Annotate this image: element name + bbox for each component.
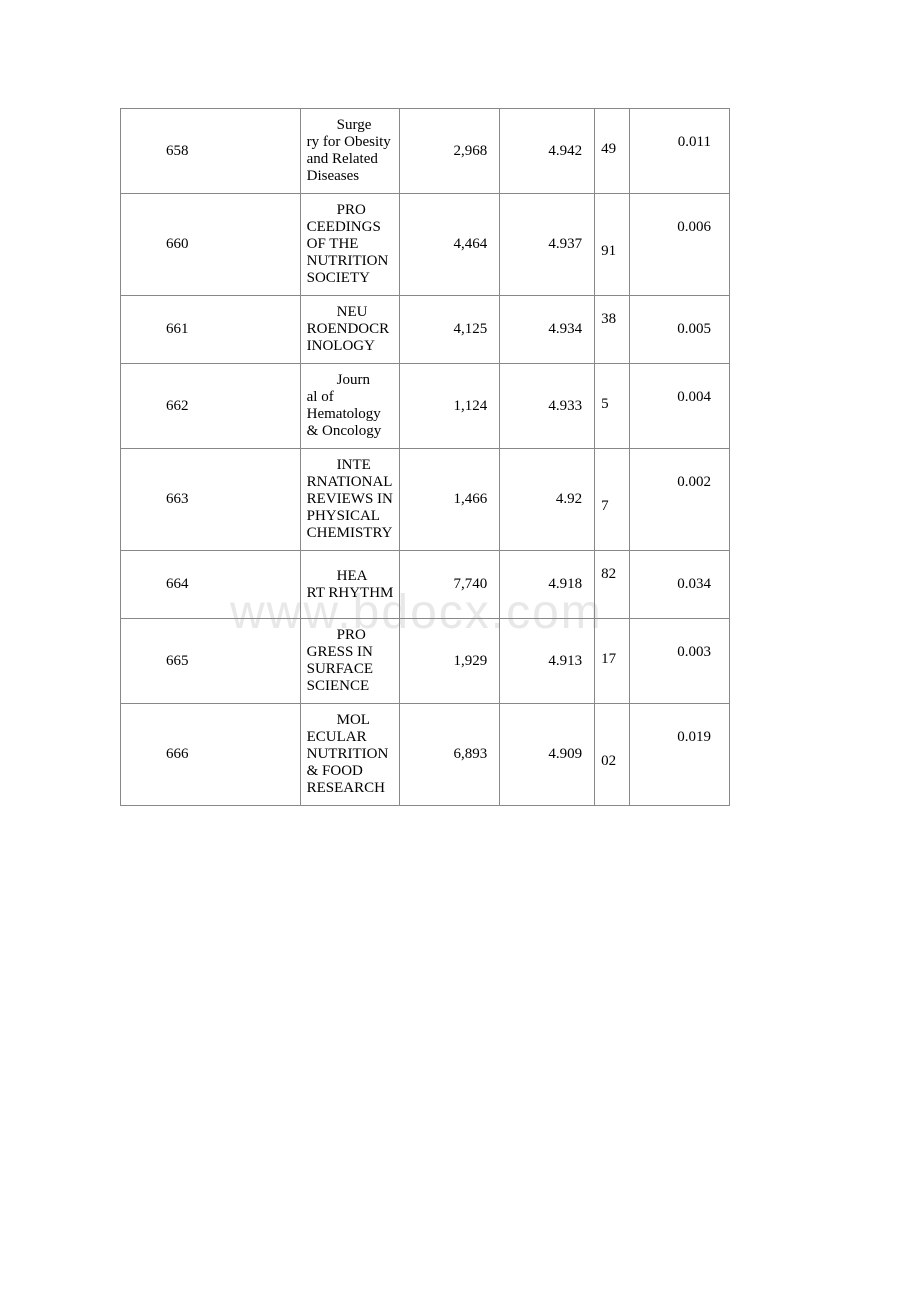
cell-title: PROCEEDINGS OF THE NUTRITION SOCIETY (300, 194, 400, 296)
cell-title: MOLECULAR NUTRITION & FOOD RESEARCH (300, 704, 400, 806)
cell-val2: 4.942 (500, 109, 595, 194)
title-first-fragment: INTE (307, 457, 394, 474)
cell-val2: 4.913 (500, 619, 595, 704)
cell-val4: 0.005 (630, 296, 730, 364)
title-rest-fragment: CEEDINGS OF THE NUTRITION SOCIETY (307, 219, 389, 286)
title-rest-fragment: GRESS IN SURFACE SCIENCE (307, 644, 373, 694)
table-row: 660 PROCEEDINGS OF THE NUTRITION SOCIETY… (121, 194, 730, 296)
cell-val2: 4.909 (500, 704, 595, 806)
cell-val1: 7,740 (400, 551, 500, 619)
title-rest-fragment: ROENDOCRINOLOGY (307, 321, 390, 354)
cell-val1: 1,929 (400, 619, 500, 704)
table-row: 661 NEUROENDOCRINOLOGY 4,125 4.934 38 0.… (121, 296, 730, 364)
cell-val4: 0.011 (630, 109, 730, 194)
title-rest-fragment: ry for Obesity and Related Diseases (307, 134, 391, 184)
cell-val4: 0.019 (630, 704, 730, 806)
title-first-fragment: Surge (307, 117, 394, 134)
cell-id: 662 (121, 364, 301, 449)
journal-data-table: 658 Surgery for Obesity and Related Dise… (120, 108, 730, 806)
cell-val3: 5 (595, 364, 630, 449)
table-row: 664 HEART RHYTHM 7,740 4.918 82 0.034 (121, 551, 730, 619)
table-body: 658 Surgery for Obesity and Related Dise… (121, 109, 730, 806)
cell-val3: 82 (595, 551, 630, 619)
cell-id: 666 (121, 704, 301, 806)
cell-id: 664 (121, 551, 301, 619)
cell-val4: 0.003 (630, 619, 730, 704)
cell-id: 658 (121, 109, 301, 194)
cell-val1: 1,124 (400, 364, 500, 449)
cell-val2: 4.918 (500, 551, 595, 619)
cell-val4: 0.002 (630, 449, 730, 551)
table-row: 666 MOLECULAR NUTRITION & FOOD RESEARCH … (121, 704, 730, 806)
cell-title: HEART RHYTHM (300, 551, 400, 619)
cell-id: 665 (121, 619, 301, 704)
title-rest-fragment: RT RHYTHM (307, 585, 394, 601)
table-row: 665 PROGRESS IN SURFACE SCIENCE 1,929 4.… (121, 619, 730, 704)
cell-val2: 4.92 (500, 449, 595, 551)
cell-val1: 1,466 (400, 449, 500, 551)
cell-val3: 7 (595, 449, 630, 551)
title-rest-fragment: ECULAR NUTRITION & FOOD RESEARCH (307, 729, 389, 796)
cell-val1: 4,125 (400, 296, 500, 364)
table-row: 662 Journal of Hematology & Oncology 1,1… (121, 364, 730, 449)
cell-title: Surgery for Obesity and Related Diseases (300, 109, 400, 194)
title-first-fragment: PRO (307, 627, 394, 644)
cell-title: INTERNATIONAL REVIEWS IN PHYSICAL CHEMIS… (300, 449, 400, 551)
cell-val3: 17 (595, 619, 630, 704)
title-rest-fragment: al of Hematology & Oncology (307, 389, 382, 439)
cell-val2: 4.933 (500, 364, 595, 449)
cell-val3: 49 (595, 109, 630, 194)
cell-val4: 0.006 (630, 194, 730, 296)
cell-val2: 4.937 (500, 194, 595, 296)
table-row: 663 INTERNATIONAL REVIEWS IN PHYSICAL CH… (121, 449, 730, 551)
cell-val1: 4,464 (400, 194, 500, 296)
cell-val1: 2,968 (400, 109, 500, 194)
cell-val4: 0.004 (630, 364, 730, 449)
cell-id: 663 (121, 449, 301, 551)
cell-title: PROGRESS IN SURFACE SCIENCE (300, 619, 400, 704)
title-first-fragment: HEA (307, 568, 394, 585)
title-first-fragment: Journ (307, 372, 394, 389)
cell-val3: 38 (595, 296, 630, 364)
cell-val1: 6,893 (400, 704, 500, 806)
title-first-fragment: MOL (307, 712, 394, 729)
title-first-fragment: NEU (307, 304, 394, 321)
title-rest-fragment: RNATIONAL REVIEWS IN PHYSICAL CHEMISTRY (307, 474, 393, 541)
cell-id: 660 (121, 194, 301, 296)
title-first-fragment: PRO (307, 202, 394, 219)
cell-val2: 4.934 (500, 296, 595, 364)
cell-val4: 0.034 (630, 551, 730, 619)
cell-id: 661 (121, 296, 301, 364)
table-row: 658 Surgery for Obesity and Related Dise… (121, 109, 730, 194)
cell-val3: 91 (595, 194, 630, 296)
cell-title: Journal of Hematology & Oncology (300, 364, 400, 449)
cell-val3: 02 (595, 704, 630, 806)
cell-title: NEUROENDOCRINOLOGY (300, 296, 400, 364)
data-table-container: 658 Surgery for Obesity and Related Dise… (120, 108, 730, 806)
